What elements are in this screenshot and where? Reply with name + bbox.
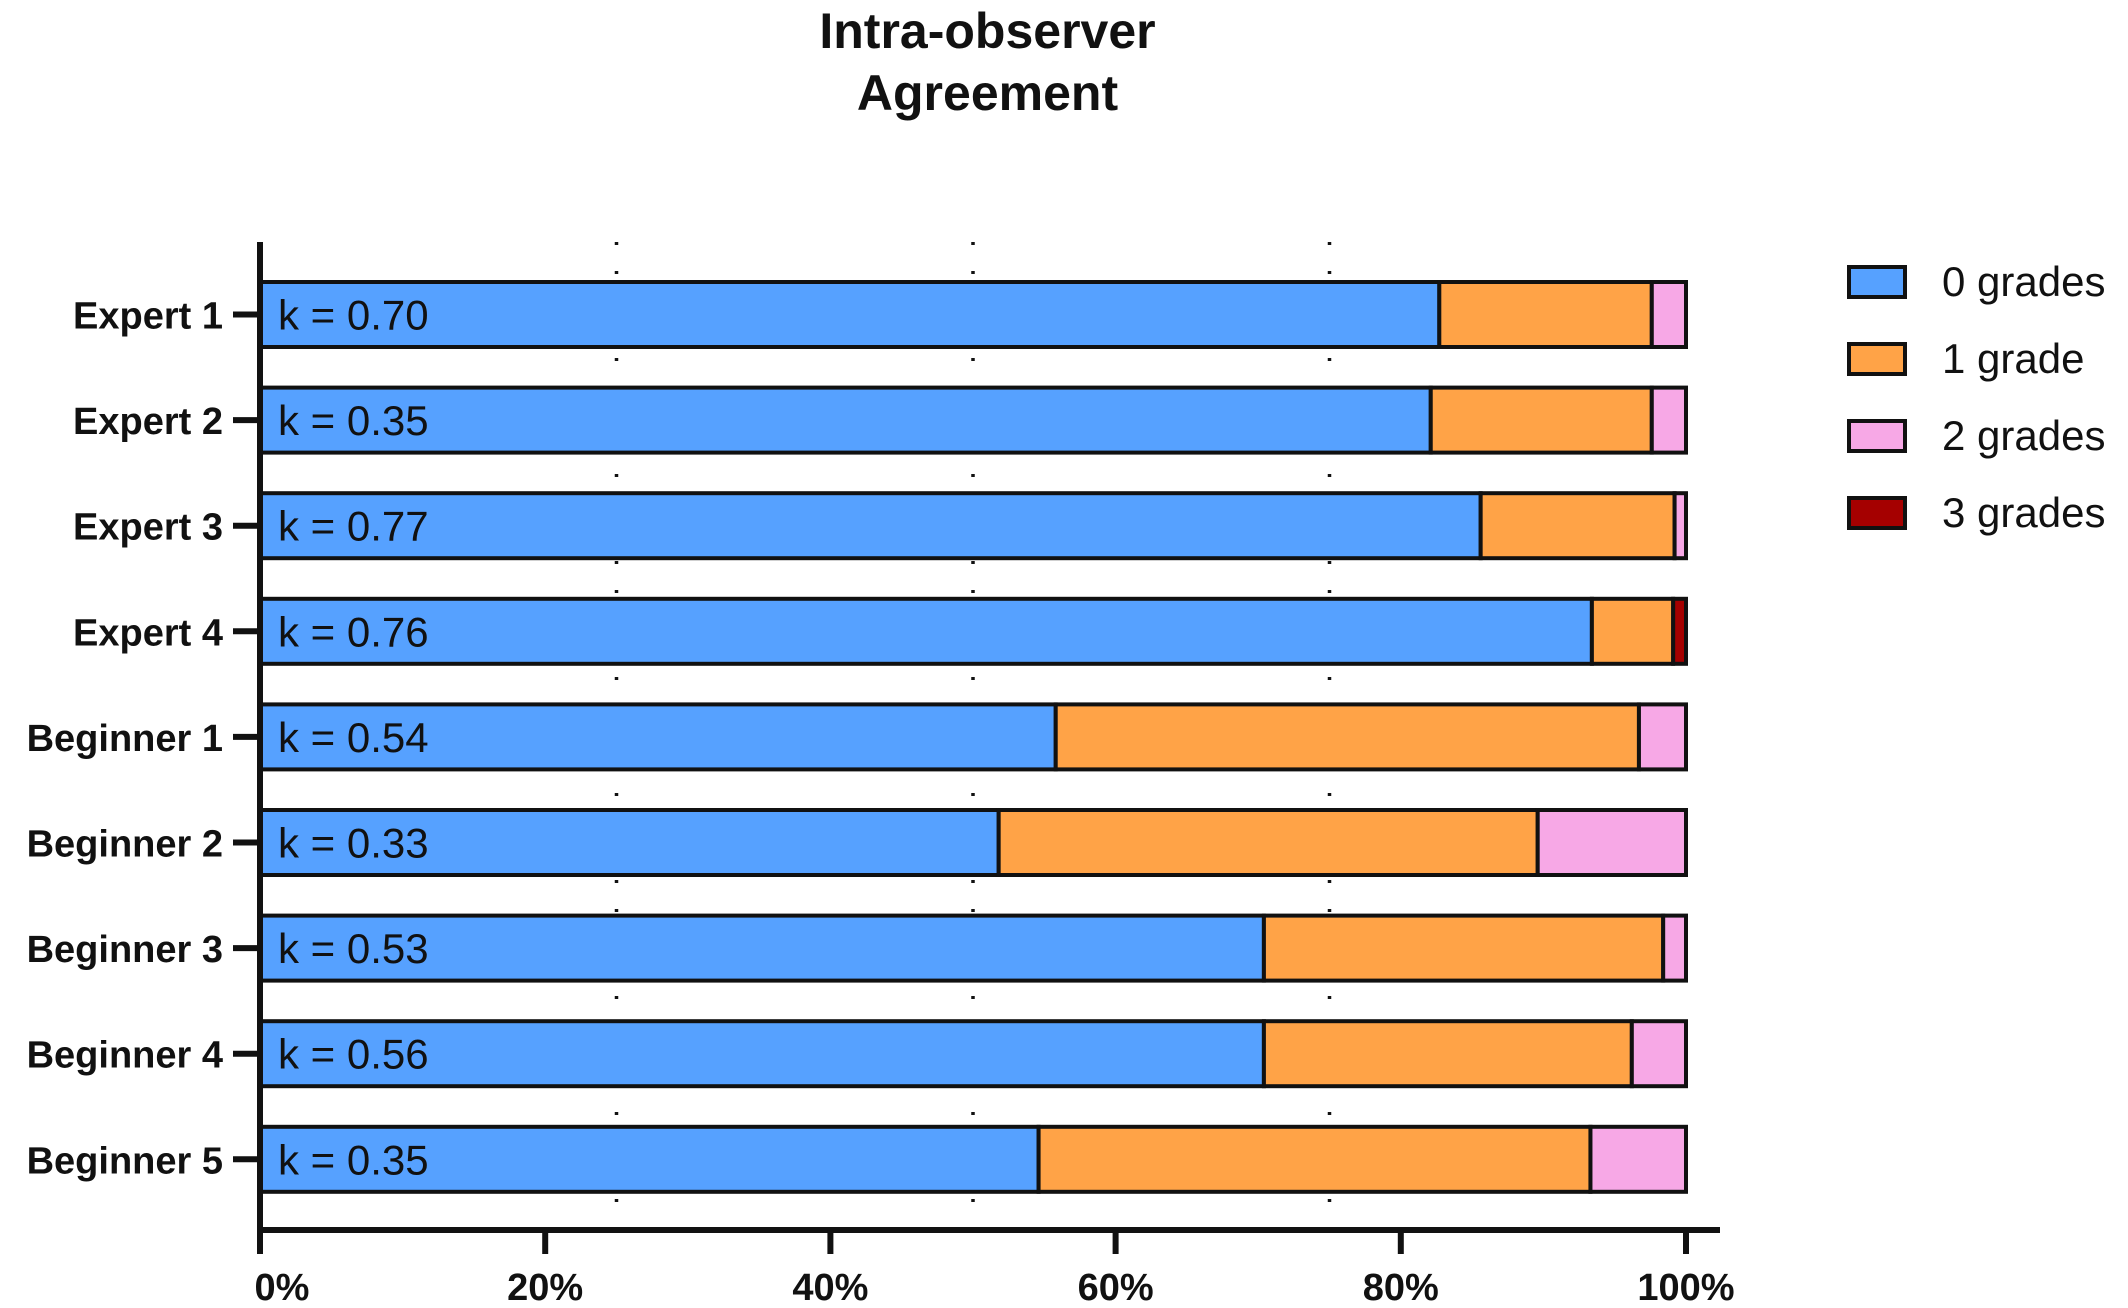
legend-label: 1 grade [1942,335,2084,382]
kappa-label: k = 0.77 [278,503,429,550]
bar-segment-2-grades-9 [1588,1124,1689,1194]
category-label: Expert 4 [73,612,223,654]
bar-segment-2-grades-5 [1636,702,1689,772]
bar-segment-3-grades-4 [1671,596,1689,666]
category-label: Expert 2 [73,401,223,443]
legend-swatch [1847,265,1907,299]
legend-swatch [1847,496,1907,530]
bar-segment-0-grades-7 [258,913,1266,983]
bar-row-4: k = 0.76 Expert 4 [73,596,1689,666]
legend-item-1: 0 grades [1847,258,2105,305]
bar-segment-0-grades-4 [258,596,1594,666]
bar-segment-1-grade-3 [1478,491,1677,561]
legend-item-2: 1 grade [1847,335,2084,382]
legend-label: 3 grades [1942,489,2105,536]
x-tick-label: 20% [507,1267,583,1308]
bar-segment-1-grade-2 [1428,385,1654,455]
bar-row-7: k = 0.53 Beginner 3 [27,913,1688,983]
bar-segment-1-grade-1 [1437,280,1654,349]
legend: 0 grades 1 grade 2 grades 3 grades [1847,258,2105,536]
category-label: Beginner 1 [27,718,223,760]
kappa-label: k = 0.54 [278,714,429,761]
bar-segment-2-grades-6 [1535,808,1689,877]
category-label: Beginner 3 [27,929,223,971]
kappa-label: k = 0.70 [278,292,429,339]
bar-row-8: k = 0.56 Beginner 4 [27,1019,1689,1089]
bar-segment-2-grades-8 [1629,1019,1689,1089]
bar-segment-0-grades-1 [258,280,1442,349]
legend-item-4: 3 grades [1847,489,2105,536]
x-tick-label: 60% [1078,1267,1154,1308]
bar-row-9: k = 0.35 Beginner 5 [27,1124,1689,1194]
bars-layer: k = 0.70 Expert 1 k = 0.35 Expert 2 k = 0.77… [27,280,1689,1194]
bar-segment-1-grade-9 [1036,1124,1593,1194]
legend-swatch [1847,419,1907,453]
bar-segment-1-grade-4 [1589,596,1676,666]
bar-segment-0-grades-8 [258,1019,1266,1089]
kappa-label: k = 0.53 [278,925,429,972]
x-tick-label: 80% [1363,1267,1439,1308]
category-label: Beginner 5 [27,1140,223,1182]
axis-layer: 0% 20% 40% 60% 80% 100% [255,242,1735,1308]
bar-segment-2-grades-7 [1661,913,1688,983]
bar-segment-1-grade-8 [1261,1019,1634,1089]
bar-row-2: k = 0.35 Expert 2 [73,385,1688,455]
chart-title: Intra-observer Agreement [0,0,1975,124]
kappa-label: k = 0.56 [278,1031,429,1078]
bar-segment-1-grade-7 [1261,913,1666,983]
kappa-label: k = 0.35 [278,1136,429,1183]
category-label: Beginner 4 [27,1035,223,1077]
bar-row-5: k = 0.54 Beginner 1 [27,702,1689,772]
bar-row-3: k = 0.77 Expert 3 [73,491,1689,561]
kappa-label: k = 0.76 [278,608,429,655]
x-tick-label: 0% [255,1267,310,1308]
bar-segment-1-grade-5 [1053,702,1641,772]
x-tick-label: 100% [1637,1267,1734,1308]
bar-segment-0-grades-3 [258,491,1483,561]
category-label: Expert 3 [73,507,223,549]
kappa-label: k = 0.35 [278,397,429,444]
bar-segment-0-grades-5 [258,702,1058,772]
chart-title-line-1: Intra-observer [819,3,1156,59]
bar-segment-2-grades-3 [1672,491,1689,561]
bar-segment-0-grades-2 [258,385,1433,455]
kappa-label: k = 0.33 [278,820,429,867]
bar-segment-2-grades-1 [1649,280,1688,349]
legend-label: 0 grades [1942,258,2105,305]
legend-item-3: 2 grades [1847,412,2105,459]
category-label: Expert 1 [73,296,223,338]
chart-title-line-2: Agreement [856,65,1119,121]
x-tick-label: 40% [792,1267,868,1308]
bar-segment-0-grades-9 [258,1124,1041,1194]
bar-row-6: k = 0.33 Beginner 2 [27,808,1689,877]
category-label: Beginner 2 [27,824,223,866]
bar-segment-2-grades-2 [1649,385,1688,455]
bar-segment-1-grade-6 [996,808,1540,877]
legend-label: 2 grades [1942,412,2105,459]
bar-row-1: k = 0.70 Expert 1 [73,280,1688,349]
legend-swatch [1847,342,1907,376]
